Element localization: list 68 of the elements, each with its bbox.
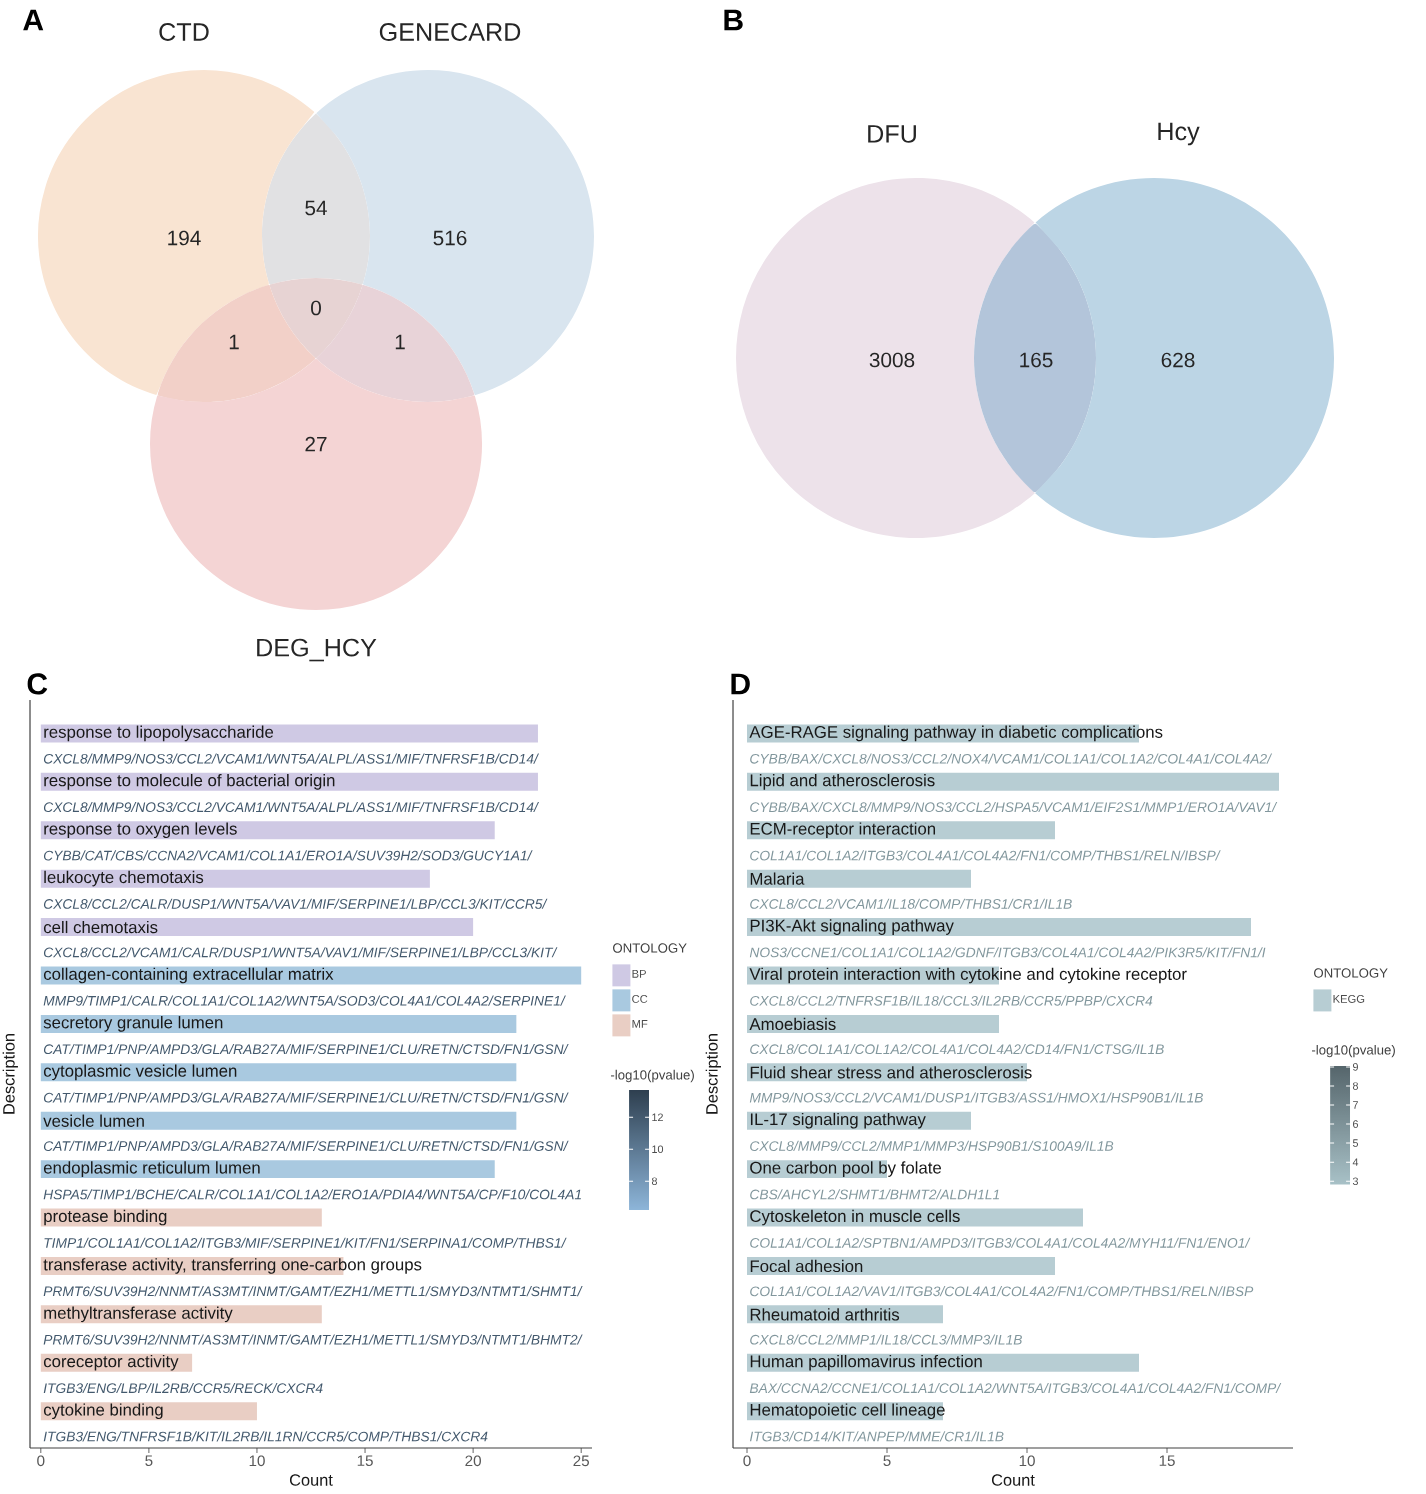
y-tick-label: Amoebiasis: [749, 1017, 836, 1031]
text: GENECARD: [379, 23, 521, 41]
y-tick-label: response to lipopolysaccharide: [44, 725, 274, 742]
y-tick-label: Viral protein interaction with cytokine and cytokine receptor: [749, 967, 1187, 984]
x-axis-title: Count: [289, 1474, 333, 1486]
y-tick-label: One carbon pool by folate: [750, 1161, 942, 1177]
data-label: 194: [168, 230, 201, 246]
y-tick-label: ECM-receptor interaction: [750, 822, 936, 839]
y-tick-label: Fluid shear stress and atherosclerosis: [750, 1066, 1032, 1079]
bar: [747, 918, 1252, 937]
y-tick-label: collagen-containing extracellular matrix: [43, 967, 334, 984]
y-tick-label: Cytoskeleton in muscle cells: [750, 1209, 960, 1226]
bar: [747, 869, 972, 888]
bar: [40, 918, 474, 937]
y-tick-label: Rheumatoid arthritis: [750, 1308, 900, 1321]
bar: [40, 1208, 322, 1227]
x-axis-title: Count: [991, 1474, 1035, 1486]
text: Hcy: [1158, 122, 1200, 146]
data-label: 27: [305, 436, 327, 452]
y-tick-label: Hematopoietic cell lineage: [750, 1403, 945, 1420]
y-tick-label: response to molecule of bacterial origin: [44, 773, 335, 790]
y-axis-title: Description: [2, 1034, 18, 1114]
bar: [40, 724, 538, 743]
y-tick-label: vesicle lumen: [43, 1114, 144, 1127]
text: B: [724, 9, 743, 31]
y-tick-label: IL-17 signaling pathway: [750, 1112, 926, 1129]
y-tick-label: cytoplasmic vesicle lumen: [43, 1064, 237, 1081]
y-tick-label: endoplasmic reticulum lumen: [43, 1161, 260, 1177]
text: DFU: [868, 125, 916, 143]
y-tick-label: Malaria: [750, 872, 805, 885]
data-label: 1: [229, 334, 239, 350]
bar: [747, 1256, 1056, 1275]
data-label: 3008: [869, 352, 915, 368]
y-tick-label: Lipid and atherosclerosis: [750, 773, 935, 790]
chart-title: D: [731, 673, 750, 695]
y-tick-label: Human papillomavirus infection: [750, 1354, 982, 1371]
text: A: [23, 9, 44, 31]
y-tick-label: cell chemotaxis: [43, 920, 158, 934]
data-label: 0: [311, 300, 321, 316]
bar: [40, 1111, 517, 1130]
bar: [40, 821, 495, 840]
text: CTD: [159, 23, 209, 41]
chart-title: C: [27, 673, 48, 695]
bar: [747, 1014, 1000, 1033]
bar: [40, 1063, 517, 1082]
y-tick-label: response to oxygen levels: [44, 822, 237, 839]
y-tick-label: PI3K-Akt signaling pathway: [750, 919, 954, 935]
bar: [40, 966, 582, 985]
data-label: 628: [1161, 352, 1195, 368]
data-label: 1: [395, 334, 405, 350]
y-tick-label: cytokine binding: [43, 1403, 163, 1420]
y-tick-label: leukocyte chemotaxis: [44, 870, 204, 887]
bar: [40, 1014, 517, 1033]
y-tick-label: secretory granule lumen: [43, 1016, 223, 1032]
bar: [40, 1160, 495, 1179]
y-tick-label: transferase activity, transferring one-carbon groups: [43, 1258, 422, 1274]
text: DEG_HCY: [257, 638, 377, 662]
bar: [40, 869, 430, 888]
y-tick-label: protease binding: [44, 1209, 167, 1226]
y-tick-label: coreceptor activity: [43, 1354, 179, 1371]
y-axis-title: Description: [705, 1034, 721, 1114]
y-tick-label: methyltransferase activity: [44, 1306, 233, 1323]
y-tick-label: Focal adhesion: [750, 1259, 863, 1273]
y-tick-label: AGE-RAGE signaling pathway in diabetic complications: [749, 725, 1163, 742]
bar: [747, 772, 1280, 791]
data-label: 516: [433, 230, 467, 246]
data-label: 165: [1020, 352, 1053, 368]
data-label: 54: [305, 200, 327, 216]
